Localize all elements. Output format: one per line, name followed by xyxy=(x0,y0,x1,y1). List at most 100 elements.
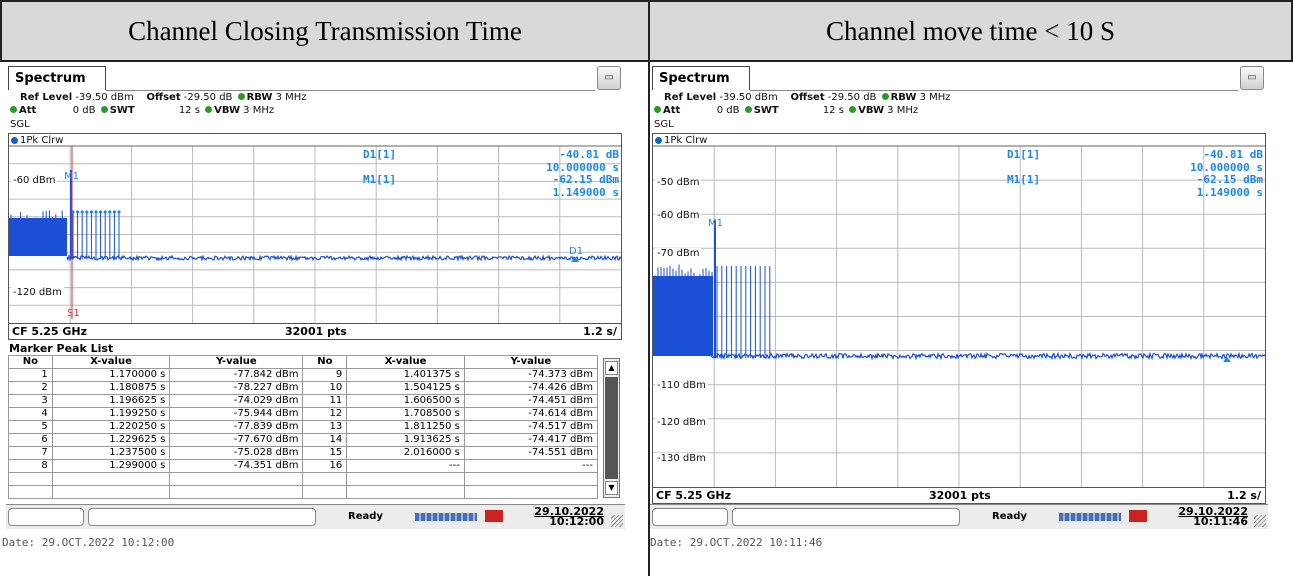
status-field-1[interactable] xyxy=(8,508,84,526)
table-cell: 5 xyxy=(9,421,53,434)
table-cell: 1.170000 s xyxy=(52,369,170,382)
plot-footer: CF 5.25 GHz 32001 pts 1.2 s/ xyxy=(9,323,621,340)
table-cell: 12 xyxy=(303,408,347,421)
table-row[interactable]: 5 1.220250 s -77.839 dBm 13 1.811250 s -74.51… xyxy=(9,421,598,434)
y-label-120: -120 dBm xyxy=(11,287,64,298)
right-plot-area[interactable]: 1Pk Clrw M1 D1[1] M1[1] -40.81 dB 10.000… xyxy=(652,133,1266,504)
offset-value: -29.50 dB xyxy=(828,92,877,103)
att-value: 0 dB xyxy=(684,105,740,116)
left-header: Channel Closing Transmission Time xyxy=(0,0,650,62)
table-scrollbar[interactable]: ▲ ▼ xyxy=(603,358,620,498)
status-dot-icon xyxy=(882,93,889,100)
table-cell: 8 xyxy=(9,460,53,473)
column-header: X-value xyxy=(52,356,170,369)
peak-marker xyxy=(94,210,97,213)
settings-row-2: Att 0 dB SWT 12 s VBW 3 MHz xyxy=(652,105,918,116)
att-label: Att xyxy=(663,105,680,116)
marker-value: -62.15 dBm xyxy=(1197,173,1263,186)
peak-marker xyxy=(117,210,120,213)
ref-level-label: Ref Level xyxy=(664,92,716,103)
datetime-display: 29.10.2022 10:11:46 xyxy=(1176,507,1248,527)
tab-underline xyxy=(106,90,595,91)
ref-level-label: Ref Level xyxy=(20,92,72,103)
spectrum-tab[interactable]: Spectrum xyxy=(652,66,750,90)
vbw-value: 3 MHz xyxy=(243,105,274,116)
time-per-division: 1.2 s/ xyxy=(583,325,617,338)
marker-table-title: Marker Peak List xyxy=(9,342,113,355)
status-dot-icon xyxy=(238,93,245,100)
column-header: No xyxy=(303,356,347,369)
rbw-label: RBW xyxy=(891,92,917,103)
resize-grip-icon[interactable] xyxy=(611,515,623,527)
peak-marker xyxy=(90,210,93,213)
status-field-2[interactable] xyxy=(732,508,960,526)
window-toggle-icon[interactable]: ▭ xyxy=(1240,66,1264,90)
time-per-division: 1.2 s/ xyxy=(1227,489,1261,502)
right-analyzer-screen: Spectrum ▭ Ref Level -39.50 dBm Offset -… xyxy=(650,64,1268,552)
screenshot-date: Date: 29.OCT.2022 10:12:00 xyxy=(2,536,174,549)
table-cell: -77.842 dBm xyxy=(170,369,303,382)
scroll-thumb[interactable] xyxy=(605,377,618,479)
table-cell: -77.839 dBm xyxy=(170,421,303,434)
table-header-row: No X-value Y-value No X-value Y-value xyxy=(9,356,598,369)
status-field-1[interactable] xyxy=(652,508,728,526)
settings-row-2: Att 0 dB SWT 12 s VBW 3 MHz xyxy=(8,105,274,116)
progress-indicator xyxy=(1059,513,1121,521)
scroll-up-icon[interactable]: ▲ xyxy=(605,361,618,375)
offset-label: Offset xyxy=(146,92,180,103)
ready-status: Ready xyxy=(992,511,1027,522)
table-cell: 1.913625 s xyxy=(347,434,465,447)
y-label-50: -50 dBm xyxy=(655,177,701,188)
table-row[interactable]: 3 1.196625 s -74.029 dBm 11 1.606500 s -74.45… xyxy=(9,395,598,408)
table-cell: -74.417 dBm xyxy=(464,434,597,447)
marker-label: M1[1] xyxy=(363,173,396,186)
table-cell: -74.451 dBm xyxy=(464,395,597,408)
logo-icon xyxy=(1129,510,1147,522)
window-toggle-icon[interactable]: ▭ xyxy=(597,66,621,90)
left-plot-area[interactable]: 1Pk Clrw M1 D1 S1 D1[1] M1[1] -40.81 dB 10… xyxy=(8,133,622,340)
table-row[interactable]: 8 1.299000 s -74.351 dBm 16 --- --- xyxy=(9,460,598,473)
d1-label: D1 xyxy=(569,246,583,257)
right-header: Channel move time < 10 S xyxy=(648,0,1293,62)
table-cell: 13 xyxy=(303,421,347,434)
sgl-label: SGL xyxy=(654,119,674,130)
left-grid: M1D1S1 xyxy=(9,134,621,339)
table-cell: -74.373 dBm xyxy=(464,369,597,382)
table-cell: 2 xyxy=(9,382,53,395)
rbw-value: 3 MHz xyxy=(276,92,307,103)
marker-label: M1[1] xyxy=(1007,173,1040,186)
table-cell: -77.670 dBm xyxy=(170,434,303,447)
table-row[interactable]: 7 1.237500 s -75.028 dBm 15 2.016000 s -74.55… xyxy=(9,447,598,460)
y-label-60: -60 dBm xyxy=(655,210,701,221)
status-field-2[interactable] xyxy=(88,508,316,526)
status-dot-icon xyxy=(654,106,661,113)
offset-label: Offset xyxy=(790,92,824,103)
resize-grip-icon[interactable] xyxy=(1254,515,1266,527)
peak-marker xyxy=(104,210,107,213)
y-label-110: -110 dBm xyxy=(655,380,708,391)
vbw-label: VBW xyxy=(858,105,884,116)
table-cell: --- xyxy=(347,460,465,473)
spectrum-tab[interactable]: Spectrum xyxy=(8,66,106,90)
table-cell: -75.028 dBm xyxy=(170,447,303,460)
table-cell: 16 xyxy=(303,460,347,473)
table-cell: 1.811250 s xyxy=(347,421,465,434)
table-cell: -74.426 dBm xyxy=(464,382,597,395)
table-row[interactable]: 2 1.180875 s -78.227 dBm 10 1.504125 s -74.42… xyxy=(9,382,598,395)
scroll-down-icon[interactable]: ▼ xyxy=(605,481,618,495)
table-cell: 11 xyxy=(303,395,347,408)
plot-footer: CF 5.25 GHz 32001 pts 1.2 s/ xyxy=(653,487,1265,504)
y-label-130: -130 dBm xyxy=(655,453,708,464)
table-row[interactable]: 1 1.170000 s -77.842 dBm 9 1.401375 s -74.373… xyxy=(9,369,598,382)
center-frequency: CF 5.25 GHz xyxy=(12,325,87,338)
table-row[interactable]: 6 1.229625 s -77.670 dBm 14 1.913625 s -74.41… xyxy=(9,434,598,447)
delta-marker-label: D1[1] xyxy=(363,148,396,161)
table-cell: 7 xyxy=(9,447,53,460)
table-cell: 1.199250 s xyxy=(52,408,170,421)
table-row[interactable]: 4 1.199250 s -75.944 dBm 12 1.708500 s -74.61… xyxy=(9,408,598,421)
swt-label: SWT xyxy=(754,105,779,116)
table-cell: -74.517 dBm xyxy=(464,421,597,434)
column-header: Y-value xyxy=(464,356,597,369)
table-cell: 14 xyxy=(303,434,347,447)
s1-label: S1 xyxy=(67,308,80,319)
